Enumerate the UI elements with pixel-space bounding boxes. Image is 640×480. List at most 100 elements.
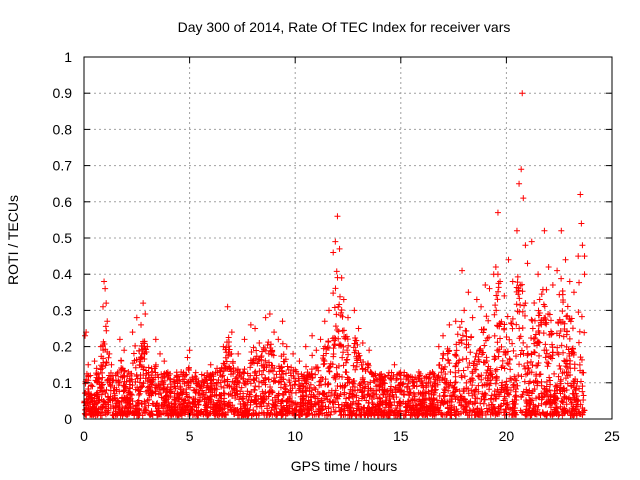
- data-point-dense: [160, 373, 167, 380]
- data-point-dense: [386, 395, 393, 402]
- data-point-dense: [98, 353, 105, 360]
- data-point-dense: [389, 408, 396, 415]
- data-point-dense: [413, 406, 420, 413]
- data-point-dense: [453, 408, 460, 415]
- data-point-dense: [466, 399, 473, 406]
- data-point-dense: [431, 378, 438, 385]
- data-point-dense: [535, 339, 542, 346]
- data-point-dense: [127, 395, 134, 402]
- data-point-dense: [159, 379, 166, 386]
- data-point-dense: [565, 369, 572, 376]
- data-point-dense: [531, 317, 538, 324]
- data-point-dense: [445, 348, 452, 355]
- data-point-dense: [204, 411, 211, 418]
- data-point-dense: [540, 330, 547, 337]
- data-point-dense: [160, 409, 167, 416]
- data-point-dense: [551, 370, 558, 377]
- data-point-dense: [536, 312, 543, 319]
- data-point-dense: [200, 378, 207, 385]
- data-point-dense: [473, 350, 480, 357]
- data-point-dense: [229, 388, 236, 395]
- data-point-dense: [138, 342, 145, 349]
- data-point: [82, 332, 89, 339]
- data-point-dense: [501, 393, 508, 400]
- data-point: [302, 343, 309, 350]
- data-point-dense: [555, 373, 562, 380]
- data-point-dense: [392, 405, 399, 412]
- data-point-dense: [221, 377, 228, 384]
- data-point: [505, 256, 512, 263]
- data-point-dense: [575, 339, 582, 346]
- data-point-dense: [492, 302, 499, 309]
- data-point-dense: [390, 373, 397, 380]
- data-point-dense: [386, 401, 393, 408]
- data-point-dense: [492, 380, 499, 387]
- data-point-dense: [254, 360, 261, 367]
- data-point-dense: [279, 397, 286, 404]
- data-point-dense: [121, 367, 128, 374]
- data-point-dense: [514, 382, 521, 389]
- data-point-dense: [149, 400, 156, 407]
- data-point-dense: [388, 383, 395, 390]
- data-point-dense: [480, 326, 487, 333]
- data-point-dense: [218, 391, 225, 398]
- data-point-dense: [130, 350, 137, 357]
- data-point: [133, 314, 140, 321]
- data-point-dense: [549, 341, 556, 348]
- data-point-dense: [432, 411, 439, 418]
- data-point-dense: [564, 303, 571, 310]
- data-point-dense: [419, 397, 426, 404]
- data-point-dense: [149, 378, 156, 385]
- data-point-dense: [303, 374, 310, 381]
- data-point-dense: [282, 356, 289, 363]
- data-point-dense: [298, 380, 305, 387]
- data-point-dense: [275, 379, 282, 386]
- data-point-dense: [122, 411, 129, 418]
- data-point-dense: [349, 387, 356, 394]
- data-point-dense: [552, 408, 559, 415]
- data-point-dense: [87, 382, 94, 389]
- data-points: [81, 90, 588, 419]
- data-point-dense: [436, 393, 443, 400]
- data-point-dense: [339, 374, 346, 381]
- data-point-dense: [267, 410, 274, 417]
- data-point-dense: [521, 363, 528, 370]
- plot-frame: [83, 56, 613, 420]
- data-point-dense: [294, 401, 301, 408]
- data-point-dense: [453, 347, 460, 354]
- data-point-dense: [469, 370, 476, 377]
- data-point-dense: [199, 377, 206, 384]
- data-point-dense: [286, 405, 293, 412]
- data-point: [545, 263, 552, 270]
- data-point-dense: [552, 390, 559, 397]
- data-point-dense: [531, 349, 538, 356]
- data-point-dense: [102, 362, 109, 369]
- data-point-dense: [549, 344, 556, 351]
- data-point-dense: [487, 365, 494, 372]
- data-point-dense: [95, 371, 102, 378]
- data-point-dense: [470, 362, 477, 369]
- data-point-dense: [264, 403, 271, 410]
- data-point-dense: [463, 385, 470, 392]
- data-point-dense: [148, 410, 155, 417]
- data-point-dense: [287, 370, 294, 377]
- data-point-dense: [103, 403, 110, 410]
- data-point-dense: [98, 403, 105, 410]
- data-point: [501, 292, 508, 299]
- data-point-dense: [488, 392, 495, 399]
- data-point-dense: [83, 396, 90, 403]
- data-point-dense: [501, 348, 508, 355]
- data-point-dense: [350, 362, 357, 369]
- data-point-dense: [185, 367, 192, 374]
- data-point-dense: [262, 381, 269, 388]
- data-point-dense: [345, 394, 352, 401]
- data-point-dense: [368, 412, 375, 419]
- data-point-dense: [412, 412, 419, 419]
- data-point-dense: [552, 383, 559, 390]
- data-point-dense: [177, 386, 184, 393]
- data-point-dense: [312, 386, 319, 393]
- data-point: [157, 350, 164, 357]
- data-point-dense: [94, 378, 101, 385]
- data-point-dense: [105, 394, 112, 401]
- data-point-dense: [519, 288, 526, 295]
